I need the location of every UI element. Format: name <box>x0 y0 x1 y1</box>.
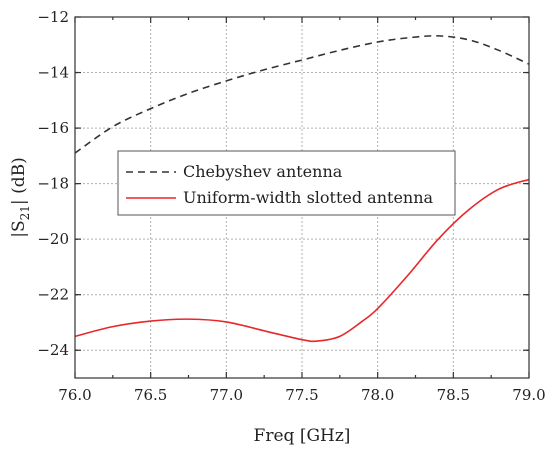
x-tick-label: 78.5 <box>437 386 470 404</box>
x-tick-label: 79.0 <box>512 386 545 404</box>
legend-label-chebyshev: Chebyshev antenna <box>183 162 343 181</box>
y-axis-title-post: | (dB) <box>9 157 29 205</box>
series-line-chebyshev <box>74 35 530 154</box>
y-tick-label: −20 <box>37 230 69 248</box>
series-line-uniform-width <box>74 178 530 343</box>
y-tick-label: −14 <box>37 64 69 82</box>
series-layer <box>74 35 530 343</box>
x-tick-label: 76.0 <box>58 386 91 404</box>
x-axis-title: Freq [GHz] <box>254 426 351 446</box>
y-tick-label: −22 <box>37 286 69 304</box>
x-tick-label: 78.0 <box>361 386 394 404</box>
y-tick-label: −24 <box>37 341 69 359</box>
x-tick-label: 77.0 <box>210 386 243 404</box>
legend: Chebyshev antenna Uniform-width slotted … <box>117 150 456 216</box>
y-tick-label: −16 <box>37 119 69 137</box>
y-axis-title-subscript: 21 <box>18 205 32 220</box>
legend-box <box>117 150 456 216</box>
x-tick-label: 77.5 <box>285 386 318 404</box>
x-tick-label: 76.5 <box>134 386 167 404</box>
y-axis-title: |S21| (dB) <box>9 157 32 237</box>
y-tick-label: −12 <box>37 8 69 26</box>
legend-label-uniform-width: Uniform-width slotted antenna <box>183 188 434 207</box>
ticks: 76.0 76.5 77.0 77.5 78.0 78.5 79.0 −24 −22 −20 −18… <box>37 8 545 404</box>
y-axis-title-pre: |S <box>9 220 29 237</box>
y-tick-label: −18 <box>37 175 69 193</box>
